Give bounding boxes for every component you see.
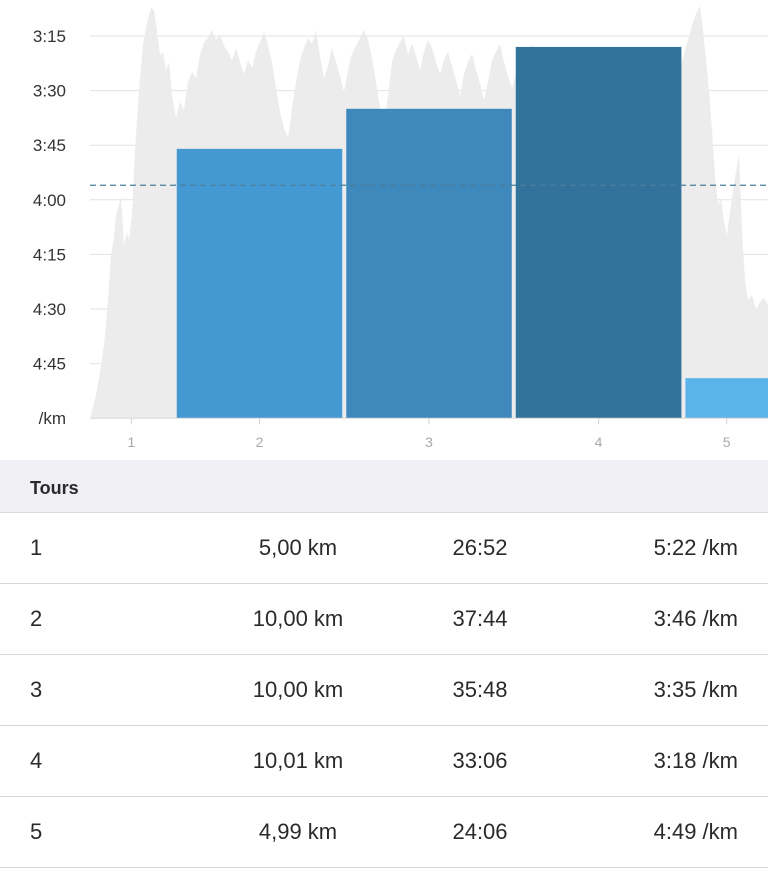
y-tick-label: 3:15 <box>33 27 66 46</box>
y-tick-label: 3:30 <box>33 82 66 101</box>
x-tick-label: 2 <box>256 434 264 450</box>
lap-pace: 3:46 /km <box>653 606 738 631</box>
y-tick-label: 3:45 <box>33 136 66 155</box>
lap-number: 3 <box>30 677 43 702</box>
y-tick-label: 4:45 <box>33 355 66 374</box>
lap-row-3[interactable]: 3 10,00 km 35:48 3:35 /km <box>0 655 768 726</box>
x-tick-label: 4 <box>595 434 603 450</box>
lap-time: 37:44 <box>452 606 508 631</box>
lap-distance: 10,00 km <box>252 606 344 631</box>
lap-row-5[interactable]: 5 4,99 km 24:06 4:49 /km <box>0 797 768 868</box>
lap-number: 2 <box>30 606 43 631</box>
lap-bar-2[interactable] <box>176 148 343 419</box>
lap-number: 5 <box>30 819 43 844</box>
lap-number: 1 <box>30 535 43 560</box>
x-axis-ticks: 1 2 3 4 5 <box>90 417 768 450</box>
x-tick-label: 3 <box>425 434 433 450</box>
lap-row-1[interactable]: 1 5,00 km 26:52 5:22 /km <box>0 513 768 584</box>
lap-bar-5[interactable] <box>685 378 768 419</box>
lap-pace: 4:49 /km <box>653 819 738 844</box>
lap-pace: 5:22 /km <box>653 535 738 560</box>
lap-distance: 10,01 km <box>252 748 344 773</box>
lap-bar-3[interactable] <box>346 108 512 419</box>
y-tick-label: 4:00 <box>33 191 66 210</box>
laps-section-header: Tours <box>0 460 768 513</box>
lap-distance: 5,00 km <box>258 535 338 560</box>
y-tick-label: 4:30 <box>33 300 66 319</box>
lap-bar-4[interactable] <box>515 46 682 419</box>
lap-time: 33:06 <box>452 748 508 773</box>
y-tick-label: /km <box>39 409 66 428</box>
lap-bars <box>176 46 768 419</box>
y-tick-label: 4:15 <box>33 245 66 264</box>
y-axis-ticks: 3:15 3:30 3:45 4:00 4:15 4:30 4:45/km <box>33 27 66 428</box>
lap-time: 35:48 <box>452 677 508 702</box>
lap-row-2[interactable]: 2 10,00 km 37:44 3:46 /km <box>0 584 768 655</box>
lap-time: 24:06 <box>452 819 508 844</box>
pace-chart: 3:15 3:30 3:45 4:00 4:15 4:30 4:45/km 1 2 3 4 5 <box>33 6 768 450</box>
lap-time: 26:52 <box>452 535 508 560</box>
lap-pace: 3:18 /km <box>653 748 738 773</box>
lap-pace: 3:35 /km <box>653 677 738 702</box>
x-tick-label: 5 <box>723 434 731 450</box>
lap-distance: 10,00 km <box>252 677 344 702</box>
lap-distance: 4,99 km <box>258 819 338 844</box>
x-tick-label: 1 <box>127 434 135 450</box>
laps-table: 1 5,00 km 26:52 5:22 /km 2 10,00 km 37:4… <box>0 513 768 868</box>
lap-number: 4 <box>30 748 43 773</box>
pace-chart-svg: 3:15 3:30 3:45 4:00 4:15 4:30 4:45/km 1 2 3 4 5 <box>33 6 768 450</box>
laps-header-label: Tours <box>30 478 79 498</box>
lap-row-4[interactable]: 4 10,01 km 33:06 3:18 /km <box>0 726 768 797</box>
